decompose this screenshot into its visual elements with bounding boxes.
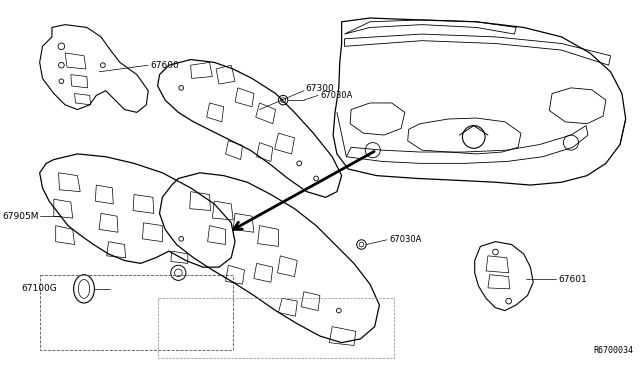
Text: 67300: 67300 (306, 84, 335, 93)
Text: 67100G: 67100G (22, 284, 58, 294)
Text: R6700034: R6700034 (594, 346, 634, 355)
Text: 67905M: 67905M (2, 212, 39, 221)
Text: 67600: 67600 (150, 61, 179, 70)
Text: 67030A: 67030A (320, 91, 352, 100)
Text: 67601: 67601 (559, 275, 588, 284)
Text: 67030A: 67030A (390, 235, 422, 244)
